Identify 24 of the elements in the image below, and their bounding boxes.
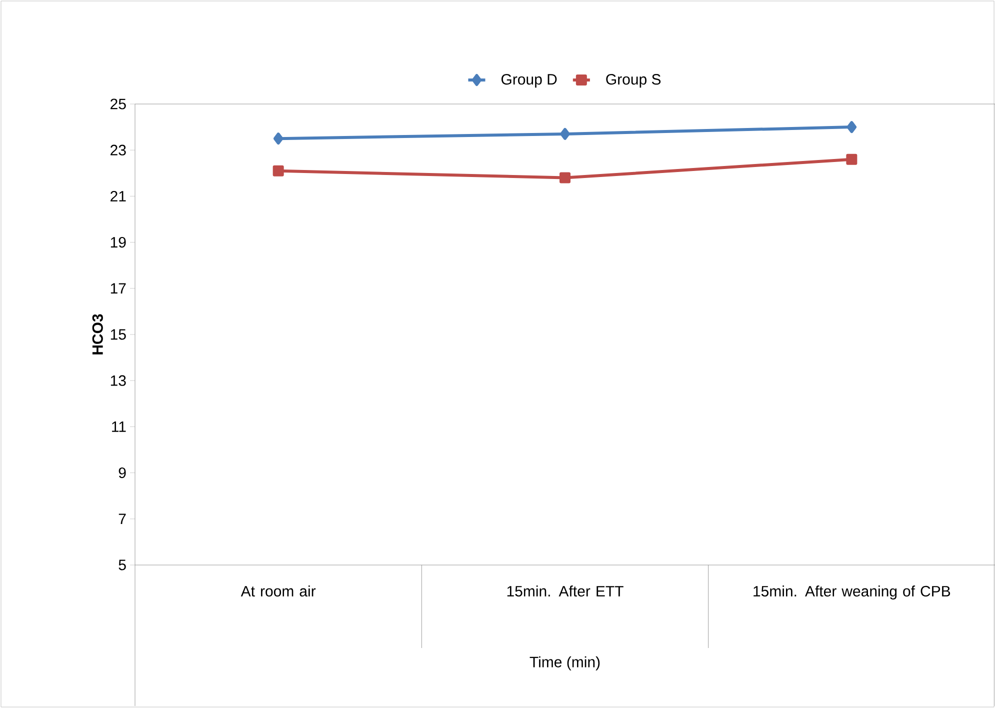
y-tick-label: 25 xyxy=(110,98,126,110)
legend-label: Group S xyxy=(606,74,661,88)
point xyxy=(846,154,858,165)
x-axis-title: Time (min) xyxy=(530,656,600,670)
y-tick-label: 5 xyxy=(118,560,126,570)
point xyxy=(560,172,571,184)
legend-label: Group D xyxy=(501,74,557,88)
y-tick-label: 19 xyxy=(110,236,126,248)
point xyxy=(273,132,284,145)
x-tick-label: 15min. After ETT xyxy=(507,586,624,597)
point xyxy=(560,128,570,140)
y-tick-label: 7 xyxy=(118,514,126,524)
point xyxy=(272,165,284,176)
y-tick-label: 17 xyxy=(110,283,126,294)
point xyxy=(846,121,857,134)
y-tick-label: 23 xyxy=(110,144,126,156)
x-tick-label: 15min. After weaning of CPB xyxy=(754,586,950,600)
y-tick-label: 21 xyxy=(110,190,126,202)
y-tick-label: 13 xyxy=(110,375,126,386)
y-axis-title: HCO3 xyxy=(92,314,103,354)
y-tick-label: 11 xyxy=(112,422,126,432)
x-tick-label: At room air xyxy=(240,586,316,597)
y-tick-label: 9 xyxy=(118,467,126,478)
y-tick-label: 15 xyxy=(110,329,126,340)
